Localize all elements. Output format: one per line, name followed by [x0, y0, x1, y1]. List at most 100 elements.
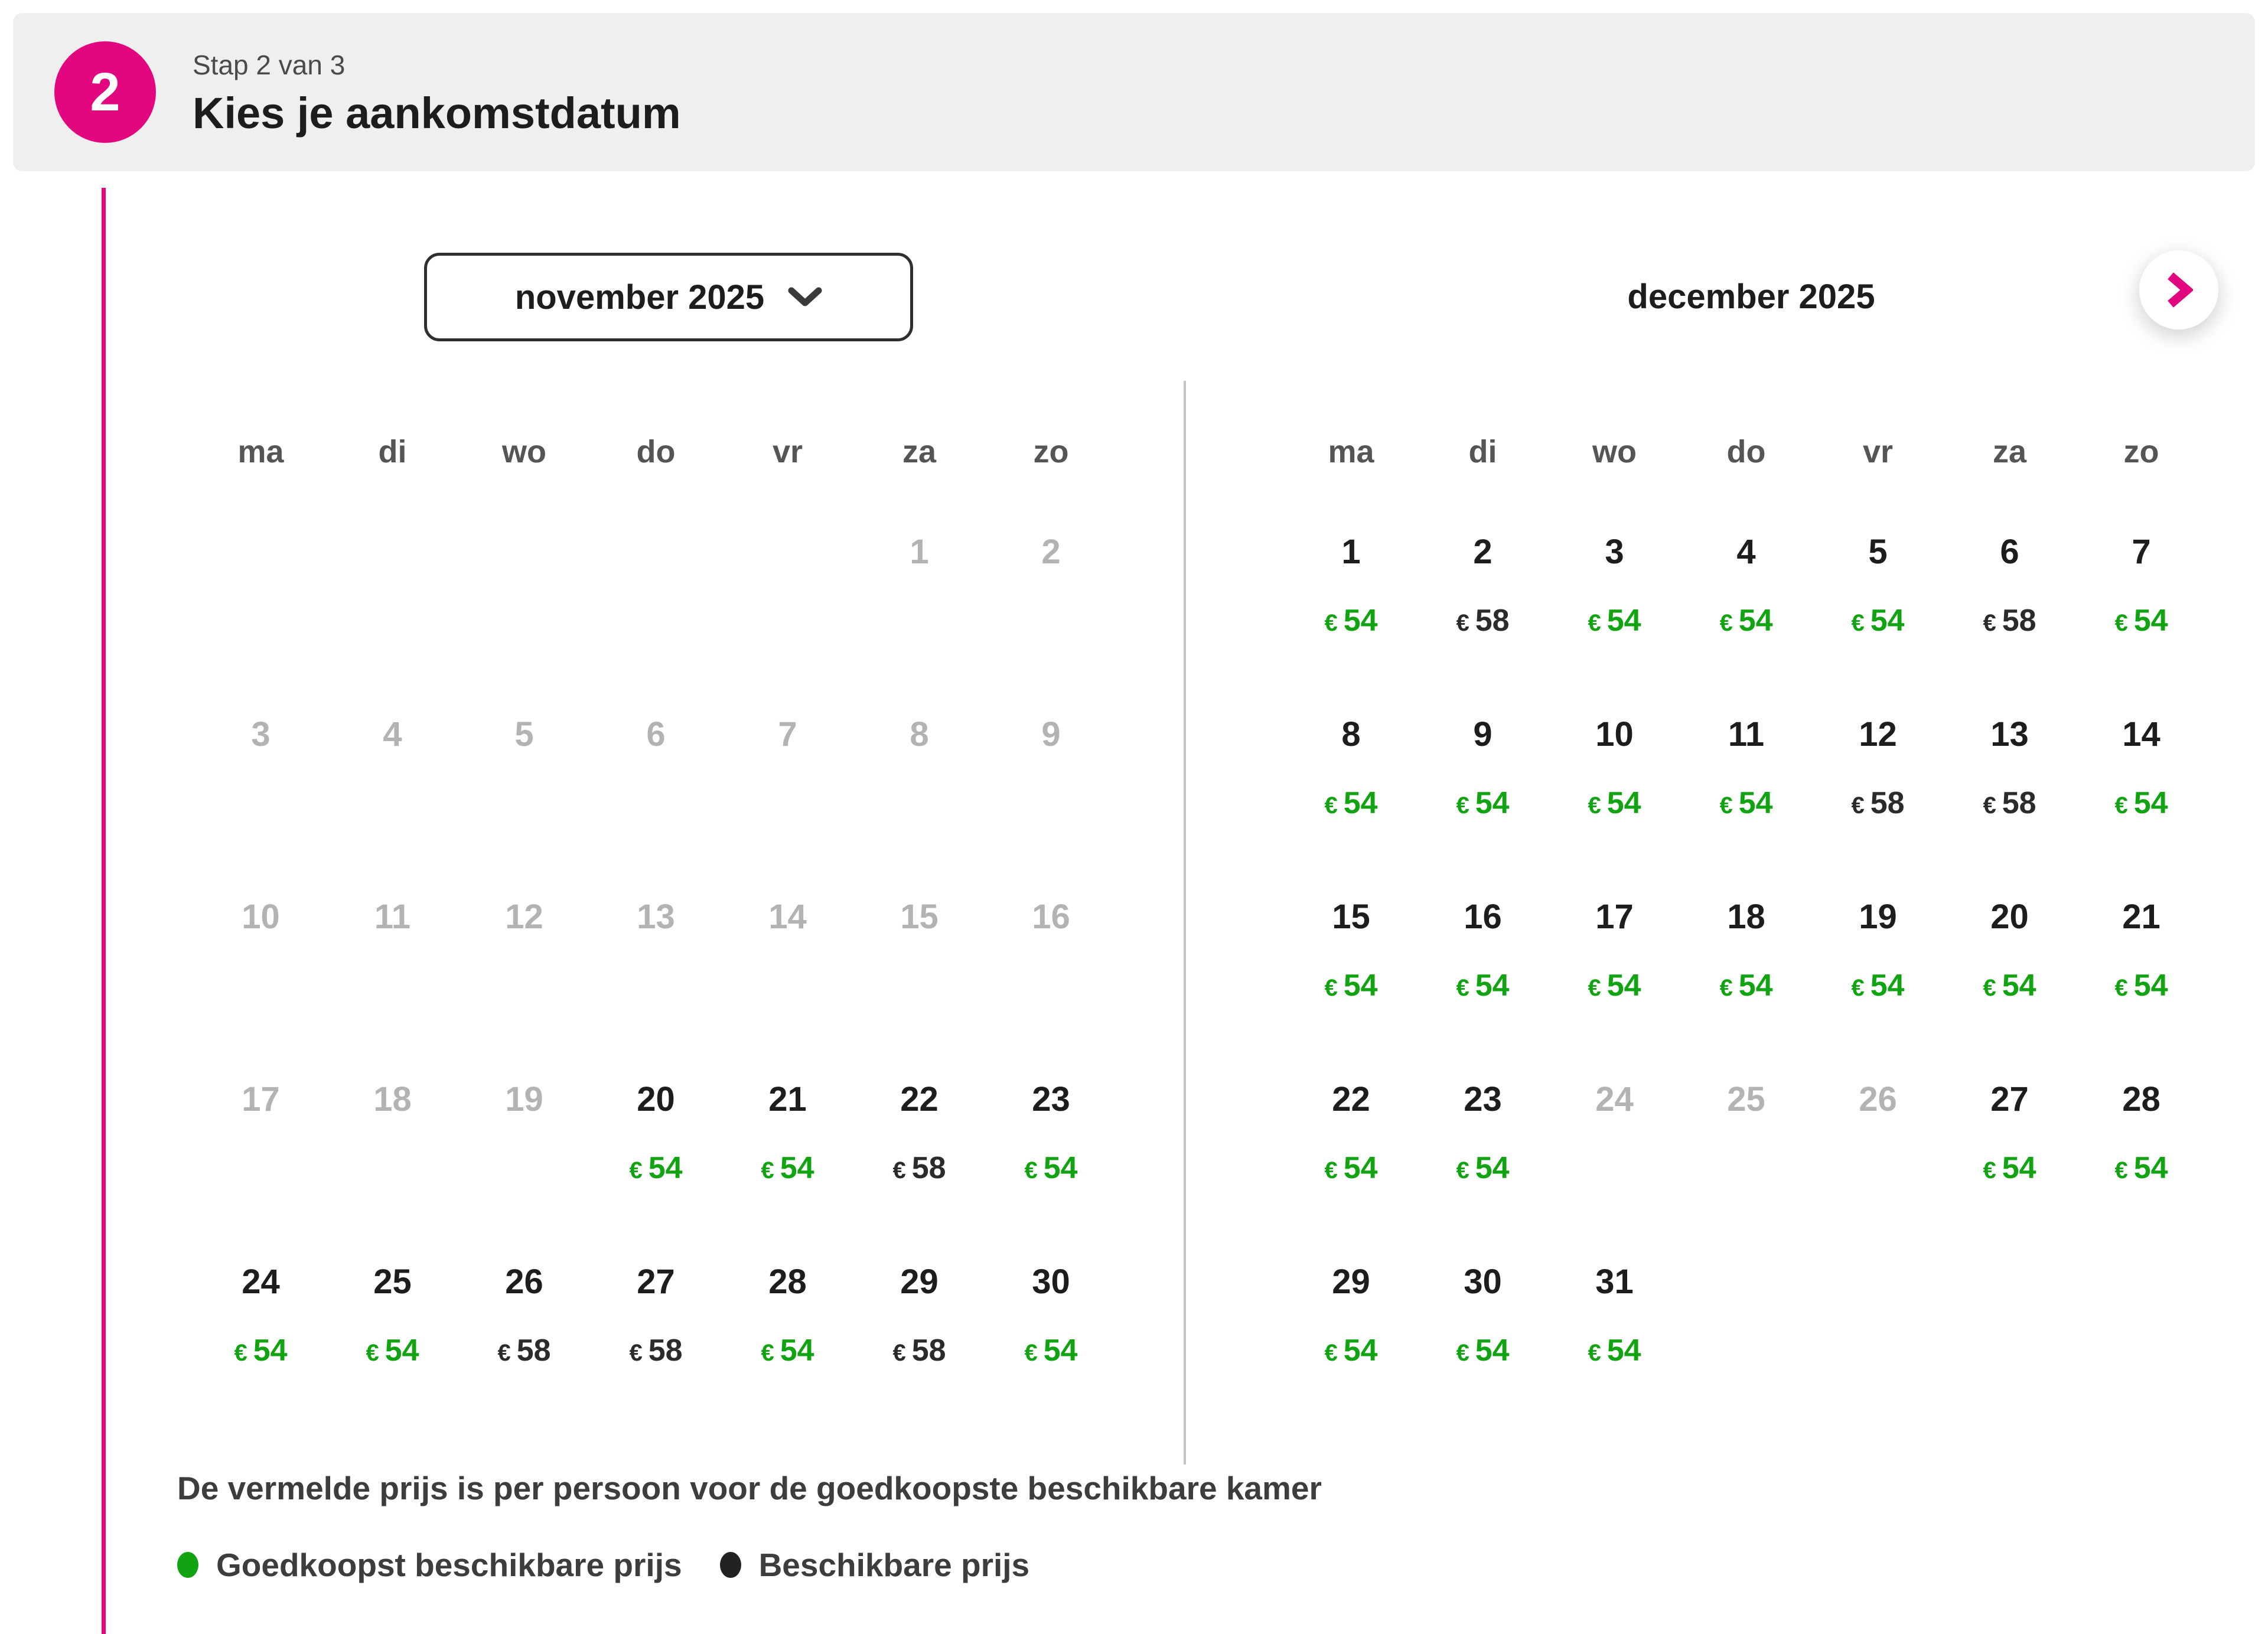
day-cell[interactable]: 12 €58	[1812, 679, 1944, 861]
day-cell[interactable]: 22 €58	[853, 1043, 985, 1226]
empty-cell	[1680, 1226, 1812, 1408]
day-cell[interactable]: 21 €54	[722, 1043, 853, 1226]
day-cell[interactable]: 29 €54	[1285, 1226, 1417, 1408]
day-number: 25	[1727, 1080, 1765, 1118]
price-amount: 58	[911, 1333, 946, 1368]
day-cell[interactable]: 15 €54	[1285, 861, 1417, 1043]
day-cell[interactable]: 10 €54	[1549, 679, 1680, 861]
day-cell[interactable]: 24 €54	[195, 1226, 327, 1408]
day-cell[interactable]: 17 €54	[1549, 861, 1680, 1043]
price-amount: 54	[1043, 1151, 1078, 1185]
day-cell[interactable]: 1 €54	[1285, 496, 1417, 679]
day-cell: 17	[195, 1043, 327, 1226]
price-label: €54	[2075, 785, 2207, 821]
day-number: 15	[1332, 898, 1370, 936]
currency-symbol: €	[1983, 1157, 1996, 1183]
day-cell[interactable]: 18 €54	[1680, 861, 1812, 1043]
day-number: 29	[1332, 1263, 1370, 1301]
day-cell[interactable]: 29 €58	[853, 1226, 985, 1408]
price-label: €54	[1285, 785, 1417, 821]
price-label: €54	[1549, 967, 1680, 1004]
day-cell[interactable]: 31 €54	[1549, 1226, 1680, 1408]
day-cell[interactable]: 20 €54	[1944, 861, 2075, 1043]
day-number: 28	[768, 1263, 807, 1301]
day-cell[interactable]: 13 €58	[1944, 679, 2075, 861]
price-label: €58	[1944, 602, 2075, 639]
day-cell[interactable]: 4 €54	[1680, 496, 1812, 679]
empty-cell	[195, 496, 327, 679]
weekday-label: do	[636, 434, 676, 469]
currency-symbol: €	[366, 1340, 379, 1366]
price-label: €54	[2075, 602, 2207, 639]
price-label: €54	[722, 1150, 853, 1186]
price-amount: 54	[2133, 1151, 2168, 1185]
day-cell[interactable]: 9 €54	[1417, 679, 1549, 861]
price-amount: 54	[648, 1151, 683, 1185]
day-cell: 5	[458, 679, 590, 861]
price-label: €58	[1417, 602, 1549, 639]
day-cell[interactable]: 2 €58	[1417, 496, 1549, 679]
price-label: €54	[1549, 1332, 1680, 1369]
day-cell[interactable]: 14 €54	[2075, 679, 2207, 861]
day-cell[interactable]: 27 €54	[1944, 1043, 2075, 1226]
day-cell[interactable]: 26 €58	[458, 1226, 590, 1408]
day-number: 17	[1595, 898, 1634, 936]
price-amount: 54	[2133, 786, 2168, 820]
day-cell: 1	[853, 496, 985, 679]
day-number: 21	[2122, 898, 2161, 936]
currency-symbol: €	[761, 1340, 774, 1366]
day-cell[interactable]: 30 €54	[1417, 1226, 1549, 1408]
day-cell[interactable]: 30 €54	[985, 1226, 1117, 1408]
price-label: €54	[1812, 967, 1944, 1004]
day-cell[interactable]: 23 €54	[1417, 1043, 1549, 1226]
day-cell[interactable]: 11 €54	[1680, 679, 1812, 861]
day-number: 20	[637, 1080, 675, 1118]
day-cell[interactable]: 6 €58	[1944, 496, 2075, 679]
step-header: 2 Stap 2 van 3 Kies je aankomstdatum	[13, 13, 2255, 171]
day-cell[interactable]: 28 €54	[2075, 1043, 2207, 1226]
next-month-button[interactable]	[2139, 250, 2218, 330]
price-amount: 54	[1475, 1333, 1510, 1368]
price-amount: 54	[253, 1333, 288, 1368]
day-cell[interactable]: 19 €54	[1812, 861, 1944, 1043]
day-number: 11	[374, 898, 411, 936]
weekday-label: do	[1726, 434, 1766, 469]
day-cell[interactable]: 22 €54	[1285, 1043, 1417, 1226]
currency-symbol: €	[1456, 975, 1469, 1001]
chevron-down-icon	[788, 286, 822, 308]
price-label: €54	[722, 1332, 853, 1369]
calendar-week-row: 17 18 19 20 €54 21 €54 22 €58 23 €54	[195, 1043, 1117, 1226]
price-amount: 58	[648, 1333, 683, 1368]
weekday-label: zo	[1033, 434, 1069, 469]
price-amount: 54	[1606, 604, 1641, 638]
day-cell[interactable]: 27 €58	[590, 1226, 722, 1408]
currency-symbol: €	[1588, 610, 1601, 636]
day-number: 16	[1032, 898, 1070, 936]
day-cell[interactable]: 8 €54	[1285, 679, 1417, 861]
price-amount: 54	[1343, 968, 1378, 1003]
day-number: 4	[1736, 533, 1756, 571]
empty-cell	[1944, 1226, 2075, 1408]
day-cell[interactable]: 7 €54	[2075, 496, 2207, 679]
price-amount: 54	[1738, 786, 1773, 820]
currency-symbol: €	[892, 1157, 906, 1183]
price-amount: 54	[780, 1333, 814, 1368]
day-cell[interactable]: 25 €54	[327, 1226, 458, 1408]
price-amount: 54	[1738, 604, 1773, 638]
day-cell[interactable]: 23 €54	[985, 1043, 1117, 1226]
weekday-header-row: ma di wo do vr za zo	[1285, 407, 2207, 496]
price-label: €54	[1285, 1150, 1417, 1186]
price-amount: 54	[1343, 604, 1378, 638]
day-cell[interactable]: 21 €54	[2075, 861, 2207, 1043]
day-cell[interactable]: 3 €54	[1549, 496, 1680, 679]
day-number: 27	[637, 1263, 675, 1301]
chevron-right-icon	[2165, 270, 2193, 309]
day-number: 3	[251, 715, 271, 754]
currency-symbol: €	[2114, 610, 2128, 636]
day-cell[interactable]: 5 €54	[1812, 496, 1944, 679]
month-selector-dropdown[interactable]: november 2025	[424, 253, 913, 341]
day-cell[interactable]: 16 €54	[1417, 861, 1549, 1043]
day-number: 8	[1341, 715, 1361, 754]
day-cell[interactable]: 20 €54	[590, 1043, 722, 1226]
day-cell[interactable]: 28 €54	[722, 1226, 853, 1408]
